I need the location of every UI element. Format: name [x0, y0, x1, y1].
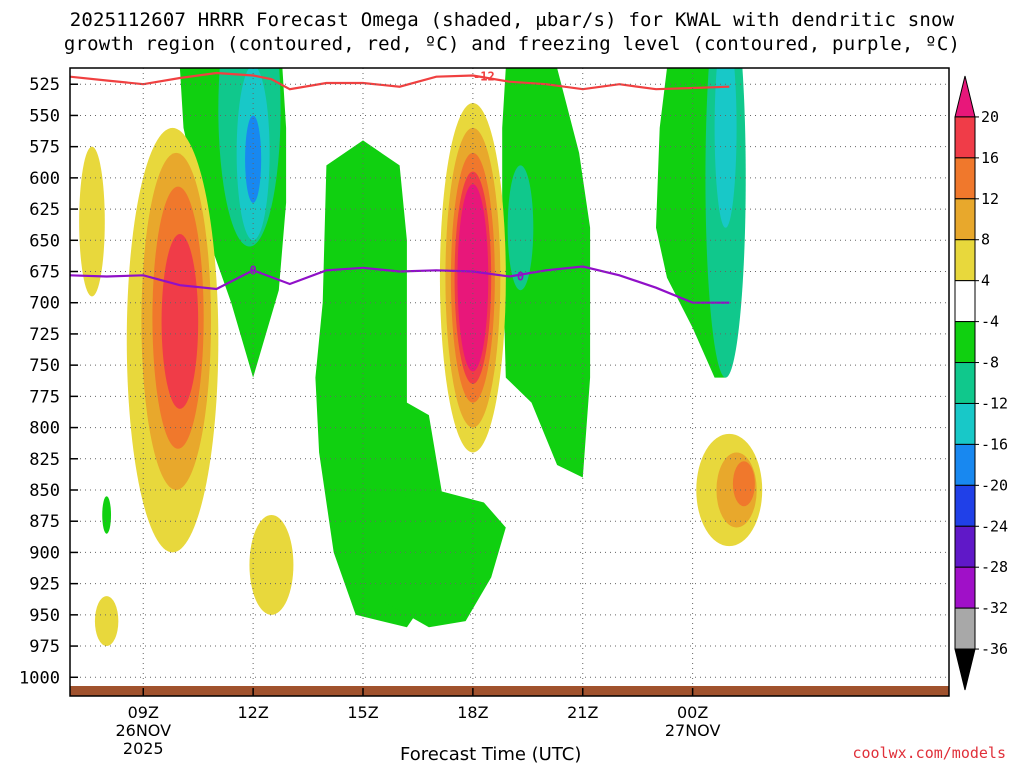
- colorbar-bin--24: [954, 484, 976, 527]
- colorbar-label--32: -32: [981, 599, 1008, 617]
- colorbar-bin--36: [954, 607, 976, 650]
- colorbar-bin--20: [954, 443, 976, 486]
- y-tick-label-725: 725: [29, 325, 60, 345]
- colorbar-label-8: 8: [981, 231, 990, 249]
- x-tick-label-00Z: 00Z: [677, 703, 708, 722]
- y-tick-label-700: 700: [29, 294, 60, 314]
- omega-core-16-00z: [714, 68, 737, 228]
- y-tick-label-825: 825: [29, 450, 60, 470]
- colorbar-bottom-arrow: [954, 648, 976, 691]
- colorbar-label--8: -8: [981, 354, 999, 372]
- plot-frame: [69, 67, 950, 697]
- x-tick-label-21Z: 21Z: [567, 703, 598, 722]
- dgz-contour-line: [70, 71, 730, 91]
- omega-lowlevel-upward-16z: [377, 490, 506, 628]
- colorbar-label-12: 12: [981, 190, 999, 208]
- x-year-label-09Z: 2025: [123, 739, 164, 758]
- y-tick-label-775: 775: [29, 387, 60, 407]
- colorbar-bin--4: [954, 280, 976, 323]
- dgz-contour-label: -12: [473, 70, 495, 84]
- y-tick-label-900: 900: [29, 543, 60, 563]
- y-tick-label-975: 975: [29, 637, 60, 657]
- y-tick-label-525: 525: [29, 75, 60, 95]
- shaded-field: -12 0 0: [70, 68, 949, 696]
- colorbar-bin-16: [954, 116, 976, 159]
- y-tick-label-950: 950: [29, 606, 60, 626]
- freezing-level-label-12z: 0: [250, 263, 257, 277]
- x-tick-label-18Z: 18Z: [457, 703, 488, 722]
- y-tick-label-625: 625: [29, 200, 60, 220]
- omega-upward-08z-low: [102, 496, 112, 534]
- y-tick-label-925: 925: [29, 575, 60, 595]
- y-tick-label-750: 750: [29, 356, 60, 376]
- colorbar-bin--32: [954, 566, 976, 609]
- colorbar-label-16: 16: [981, 149, 999, 167]
- omega-sink-4-08z-low: [94, 596, 119, 647]
- y-tick-label-675: 675: [29, 263, 60, 283]
- colorbar-bin-4: [954, 239, 976, 282]
- colorbar-bin--8: [954, 321, 976, 364]
- omega-core-20-12z: [245, 115, 262, 203]
- y-tick-label-600: 600: [29, 169, 60, 189]
- omega-sink-12-01z-low: [732, 461, 755, 507]
- y-tick-label-550: 550: [29, 106, 60, 126]
- colorbar: 20 16 12 8 4 -4 -8 -12 -16 -20 -24 -28 -32 -36: [954, 75, 1008, 691]
- colorbar-label--16: -16: [981, 435, 1008, 453]
- omega-sink-4-07z: [79, 146, 105, 297]
- x-date-label-09Z: 26NOV: [115, 721, 171, 740]
- x-tick-label-12Z: 12Z: [237, 703, 268, 722]
- colorbar-label--28: -28: [981, 558, 1008, 576]
- x-tick-label-09Z: 09Z: [128, 703, 159, 722]
- colorbar-bin-8: [954, 198, 976, 241]
- omega-sink-20-18z: [457, 184, 489, 372]
- colorbar-label--12: -12: [981, 394, 1008, 412]
- y-tick-label-800: 800: [29, 419, 60, 439]
- omega-sink-4-12z-low: [249, 514, 294, 615]
- freezing-level-label-19z: 0: [517, 270, 524, 284]
- freezing-level-contour-line: [70, 265, 730, 304]
- omega-sink-16-10z: [161, 234, 199, 409]
- colorbar-label--4: -4: [981, 313, 999, 331]
- y-tick-label-575: 575: [29, 138, 60, 158]
- colorbar-bin--12: [954, 362, 976, 404]
- colorbar-label--20: -20: [981, 476, 1008, 494]
- colorbar-label-4: 4: [981, 272, 990, 290]
- colorbar-top-arrow: [954, 75, 976, 118]
- colorbar-label-20: 20: [981, 108, 999, 126]
- x-tick-label-15Z: 15Z: [347, 703, 378, 722]
- y-tick-label-1000: 1000: [19, 668, 60, 688]
- y-tick-label-650: 650: [29, 231, 60, 251]
- omega-core-12-19z: [507, 165, 534, 291]
- y-tick-label-850: 850: [29, 481, 60, 501]
- colorbar-bin--28: [954, 525, 976, 568]
- source-credit[interactable]: coolwx.com/models: [852, 744, 1006, 762]
- colorbar-bin-12: [954, 157, 976, 200]
- x-date-label-00Z: 27NOV: [665, 721, 721, 740]
- colorbar-label--24: -24: [981, 517, 1008, 535]
- chart-title-line-2: growth region (contoured, red, ºC) and f…: [63, 33, 961, 55]
- colorbar-bin--16: [954, 402, 976, 445]
- terrain-surface: [70, 686, 949, 696]
- colorbar-label--36: -36: [981, 640, 1008, 658]
- chart-title-line-1: 2025112607 HRRR Forecast Omega (shaded, …: [69, 9, 955, 31]
- x-axis-label: Forecast Time (UTC): [400, 744, 582, 765]
- y-tick-label-875: 875: [29, 512, 60, 532]
